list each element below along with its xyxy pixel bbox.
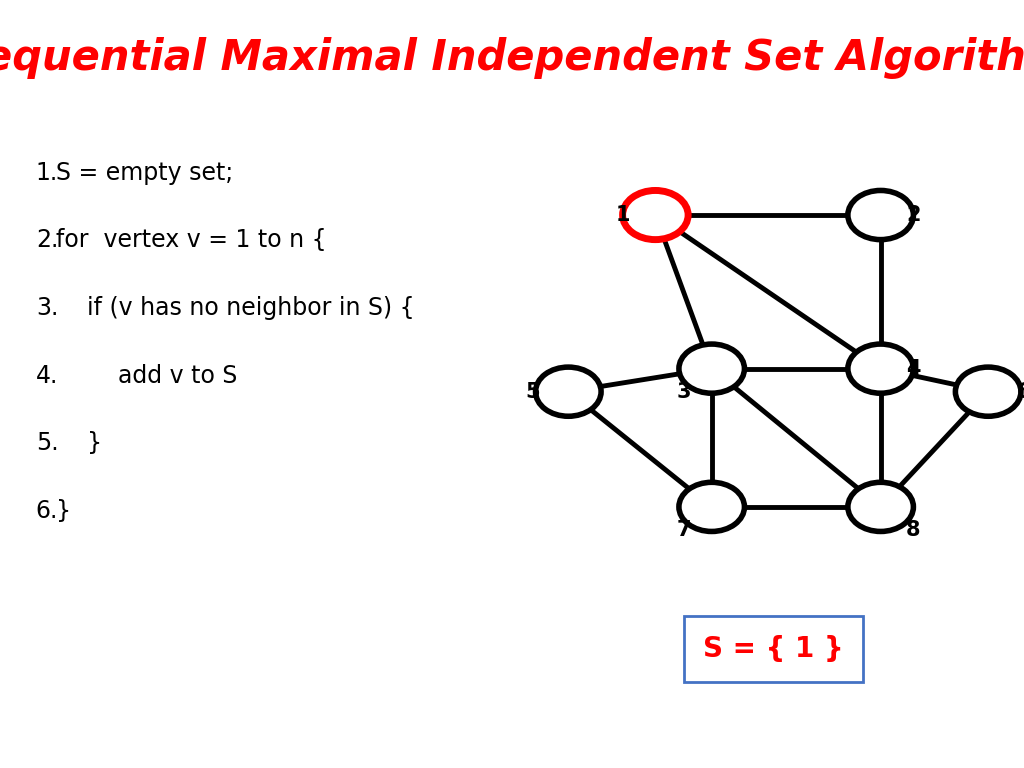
Text: 1: 1 — [615, 205, 630, 225]
Text: 3.: 3. — [36, 296, 58, 320]
Circle shape — [848, 482, 913, 531]
Text: 3: 3 — [677, 382, 691, 402]
Text: if (v has no neighbor in S) {: if (v has no neighbor in S) { — [87, 296, 415, 320]
Text: 2.: 2. — [36, 228, 58, 253]
Text: 1.: 1. — [36, 161, 58, 185]
Text: 5: 5 — [525, 382, 540, 402]
Circle shape — [536, 367, 601, 416]
Circle shape — [848, 344, 913, 393]
Circle shape — [623, 190, 688, 240]
Text: 2: 2 — [906, 205, 921, 225]
Text: 5.: 5. — [36, 431, 58, 455]
Text: 8: 8 — [906, 520, 921, 540]
Circle shape — [848, 190, 913, 240]
Text: for  vertex v = 1 to n {: for vertex v = 1 to n { — [56, 228, 327, 253]
Text: 6.: 6. — [36, 498, 58, 523]
Text: }: } — [87, 431, 102, 455]
Text: 6: 6 — [1017, 382, 1024, 402]
Text: S = { 1 }: S = { 1 } — [702, 635, 844, 663]
Text: 4.: 4. — [36, 363, 58, 388]
Text: }: } — [56, 498, 72, 523]
Text: Sequential Maximal Independent Set Algorithm: Sequential Maximal Independent Set Algor… — [0, 37, 1024, 78]
Circle shape — [679, 482, 744, 531]
Text: S = empty set;: S = empty set; — [56, 161, 233, 185]
Text: 4: 4 — [906, 359, 921, 379]
Text: 7: 7 — [677, 520, 691, 540]
Text: add v to S: add v to S — [118, 363, 238, 388]
Circle shape — [955, 367, 1021, 416]
FancyBboxPatch shape — [684, 616, 862, 682]
Circle shape — [679, 344, 744, 393]
